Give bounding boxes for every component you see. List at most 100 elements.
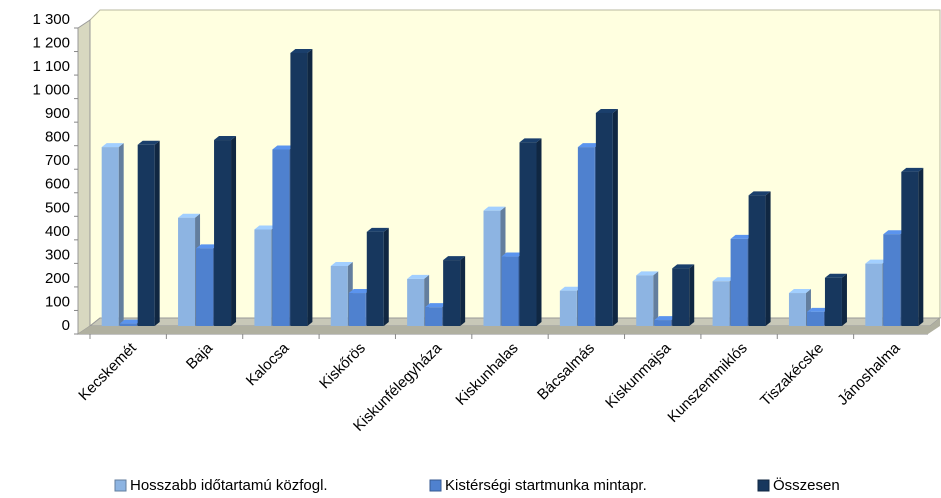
bar-side — [231, 136, 237, 326]
bar-top — [330, 261, 353, 266]
bar — [806, 311, 824, 326]
x-tick-label: Bácsalmás — [534, 340, 598, 404]
y-tick-label: 900 — [45, 105, 70, 122]
bar — [443, 260, 461, 326]
bar — [501, 256, 519, 326]
x-tick-label: Kalocsa — [243, 339, 293, 389]
bar — [425, 307, 443, 326]
y-tick-label: 700 — [45, 152, 70, 169]
bar — [577, 147, 595, 326]
bar — [330, 265, 348, 326]
bar-side — [307, 48, 313, 326]
legend-label: Kistérségi startmunka mintapr. — [445, 477, 647, 494]
y-tick-label: 1 000 — [32, 82, 70, 99]
bar-top — [501, 252, 524, 257]
bar — [901, 171, 919, 326]
x-tick-label: Kiskunhalas — [452, 340, 521, 409]
bar — [865, 263, 883, 326]
bar-side — [460, 256, 466, 326]
bar-side — [765, 191, 771, 326]
bar — [366, 231, 384, 326]
bar-top — [901, 167, 924, 172]
x-tick-label: Jánoshalma — [834, 339, 904, 409]
legend-label: Hosszabb időtartamú közfogl. — [130, 477, 328, 494]
x-tick-label: Kiskunmajsa — [602, 339, 675, 412]
y-tick-label: 800 — [45, 129, 70, 146]
bar-side — [383, 227, 389, 326]
bar — [407, 278, 425, 326]
bar-top — [366, 227, 389, 232]
y-tick-label: 600 — [45, 176, 70, 193]
legend-swatch — [114, 479, 127, 492]
bar — [214, 140, 232, 326]
bar — [636, 275, 654, 326]
bar — [712, 281, 730, 326]
x-tick-label: Baja — [183, 339, 217, 373]
bar-side — [653, 271, 659, 326]
y-tick-label: 500 — [45, 199, 70, 216]
bar — [290, 52, 308, 326]
y-tick-label: 0 — [62, 317, 70, 334]
bar — [483, 210, 501, 326]
bar-top — [730, 234, 753, 239]
bar-top — [788, 289, 811, 294]
x-tick-label: Tiszakécske — [757, 340, 827, 410]
bar-top — [519, 138, 542, 143]
bar-top — [712, 277, 735, 282]
bar-top — [883, 230, 906, 235]
bar-side — [154, 140, 160, 326]
bar — [788, 293, 806, 326]
bar-top — [425, 303, 448, 308]
bar-top — [559, 286, 582, 291]
bar-top — [806, 307, 829, 312]
bar — [519, 142, 537, 326]
bar-top — [196, 244, 219, 249]
bar-top — [443, 256, 466, 261]
bar-top — [672, 264, 695, 269]
bar-top — [137, 140, 160, 145]
bar-top — [290, 48, 313, 53]
x-tick-label: Kiskőrös — [316, 340, 369, 393]
bar — [101, 147, 119, 326]
bar — [119, 323, 137, 326]
y-tick-label: 300 — [45, 246, 70, 263]
y-tick-label: 200 — [45, 270, 70, 287]
bar-top — [636, 271, 659, 276]
bar-top — [407, 274, 430, 279]
bar-top — [748, 191, 771, 196]
bar — [254, 229, 272, 326]
bar — [137, 144, 155, 326]
bar-top — [254, 225, 277, 230]
y-tick-label: 1 300 — [32, 11, 70, 28]
bar — [196, 248, 214, 326]
bar-side — [918, 167, 924, 326]
bar — [654, 320, 672, 326]
bar-side — [841, 273, 847, 326]
bar-side — [612, 108, 618, 326]
bar-top — [101, 143, 124, 148]
bar-top — [119, 319, 142, 324]
side-wall — [77, 19, 91, 335]
bar-side — [689, 264, 695, 326]
bar — [595, 112, 613, 326]
bar-top — [272, 145, 295, 150]
x-tick-label: Kecskemét — [75, 339, 140, 404]
bar-top — [595, 108, 618, 113]
bar-top — [214, 136, 237, 141]
bar — [824, 277, 842, 326]
bar-top — [483, 206, 506, 211]
y-tick-label: 400 — [45, 223, 70, 240]
y-tick-label: 1 200 — [32, 35, 70, 52]
bar — [730, 238, 748, 326]
bar-side — [536, 138, 542, 326]
bar — [348, 293, 366, 326]
bar — [748, 195, 766, 326]
bar-side — [118, 143, 124, 326]
bar — [272, 149, 290, 326]
bar — [178, 217, 196, 326]
y-tick-label: 1 100 — [32, 58, 70, 75]
bar-top — [577, 143, 600, 148]
bar — [883, 234, 901, 326]
bar — [672, 268, 690, 326]
y-tick-label: 100 — [45, 293, 70, 310]
